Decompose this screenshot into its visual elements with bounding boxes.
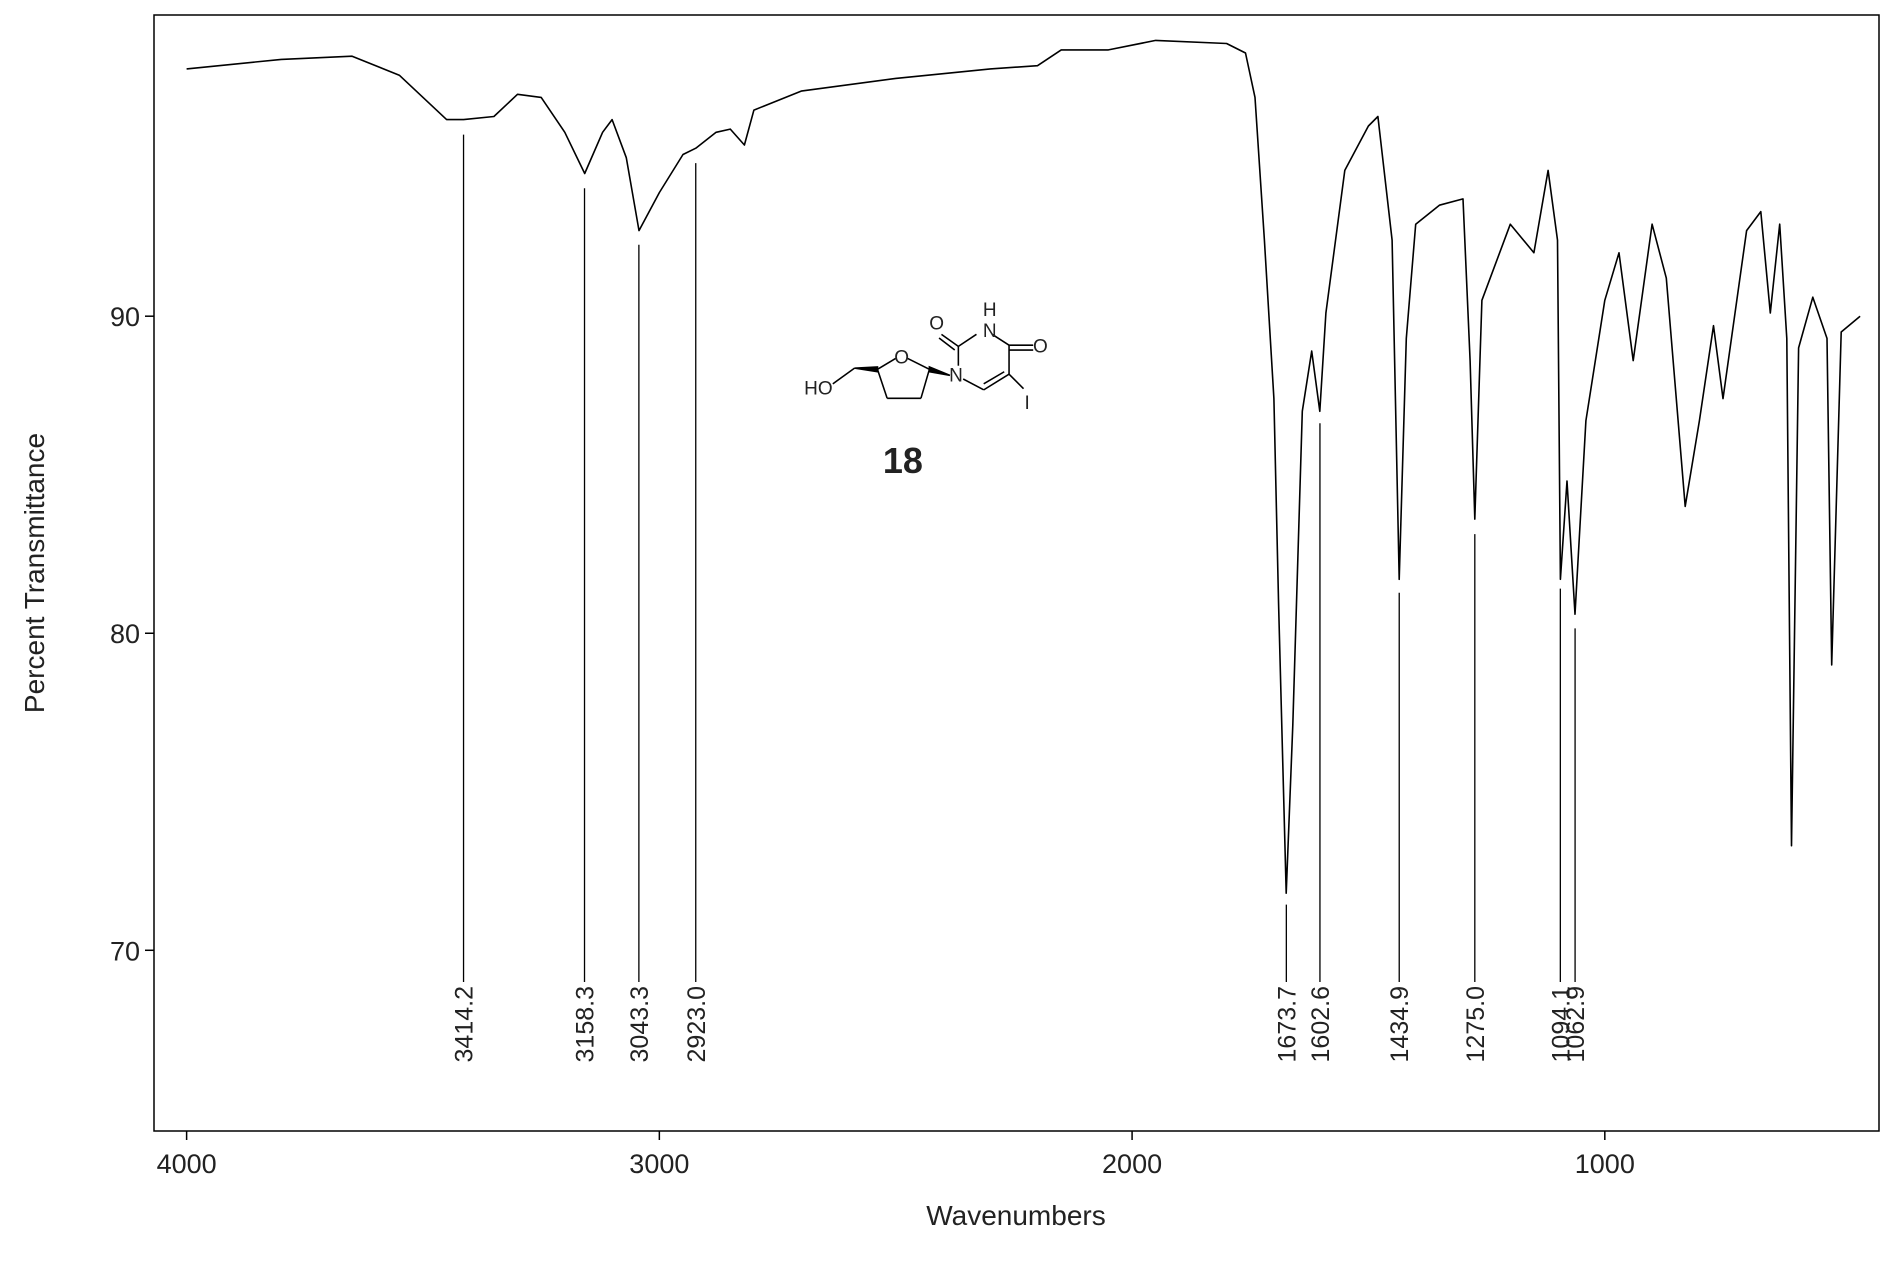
plot-frame: [153, 14, 1880, 1132]
peak-label: 1275.0: [1462, 986, 1490, 1062]
peak-label: 3414.2: [451, 986, 479, 1062]
x-axis-title: Wavenumbers: [926, 1200, 1105, 1231]
peak-label: 1094.1: [1547, 986, 1575, 1062]
atom-label: I: [1025, 393, 1030, 414]
peak-label: 1602.6: [1307, 986, 1335, 1062]
peak-label: 3158.3: [572, 986, 600, 1062]
atom-label: N: [949, 365, 963, 386]
peak-label: 2923.0: [683, 986, 711, 1062]
peak-label: 1434.9: [1386, 986, 1414, 1062]
peak-label: 1062.9: [1562, 986, 1590, 1062]
y-tick-label: 90: [110, 302, 140, 332]
peak-label: 1673.7: [1273, 986, 1301, 1062]
peak-label: 3043.3: [626, 986, 654, 1062]
x-tick-label: 2000: [1102, 1149, 1162, 1179]
compound-number: 18: [883, 440, 923, 481]
x-tick-label: 4000: [157, 1149, 217, 1179]
x-tick-label: 3000: [629, 1149, 689, 1179]
y-tick-label: 70: [110, 936, 140, 966]
spectrum-line: [186, 39, 1861, 894]
atom-label: O: [894, 347, 909, 368]
atom-label: HO: [804, 379, 833, 400]
atom-label: N: [983, 321, 997, 342]
atom-label: H: [983, 300, 997, 321]
atom-label: O: [929, 314, 944, 335]
structure-drawing: [832, 333, 1034, 400]
y-tick-label: 80: [110, 619, 140, 649]
y-axis-title: Percent Transmittance: [19, 433, 50, 713]
x-tick-label: 1000: [1575, 1149, 1635, 1179]
atom-label: O: [1033, 336, 1048, 357]
